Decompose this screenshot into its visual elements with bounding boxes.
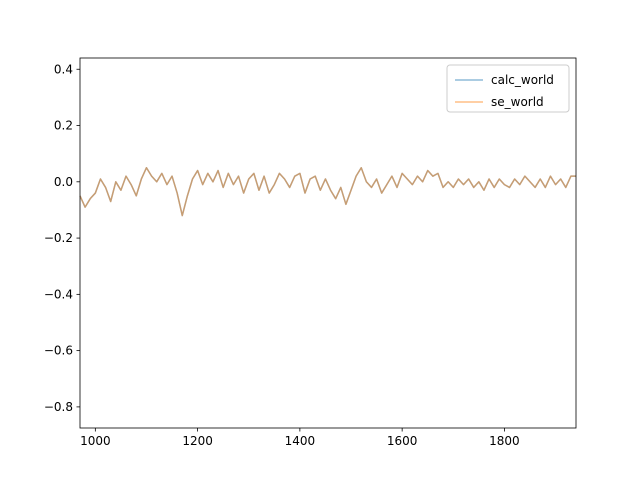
axes-layer [79,57,577,429]
y-tick-label: −0.6 [44,344,73,358]
legend-label-se_world: se_world [491,95,544,109]
plot-area [80,58,576,428]
y-axis: −0.8 −0.6 −0.4 −0.2 0.0 0.2 0.4 [44,62,80,414]
legend-frame [446,64,570,113]
legend: calc_world se_world [446,64,570,113]
x-tick-label: 1200 [182,434,213,448]
y-tick-label: 0.4 [54,62,73,76]
x-tick-label: 1000 [80,434,111,448]
y-tick-label: 0.0 [54,175,73,189]
x-tick-label: 1400 [285,434,316,448]
plot-frame [79,57,577,429]
legend-label-calc_world: calc_world [491,73,554,87]
y-tick-label: −0.8 [44,400,73,414]
series-layer [79,166,576,217]
x-tick-label: 1600 [387,434,418,448]
y-tick-label: −0.2 [44,231,73,245]
y-tick-label: −0.4 [44,287,73,301]
series-line-se_world [79,166,576,217]
y-tick-label: 0.2 [54,119,73,133]
x-axis: 1000 1200 1400 1600 1800 [80,428,520,448]
x-tick-label: 1800 [489,434,520,448]
